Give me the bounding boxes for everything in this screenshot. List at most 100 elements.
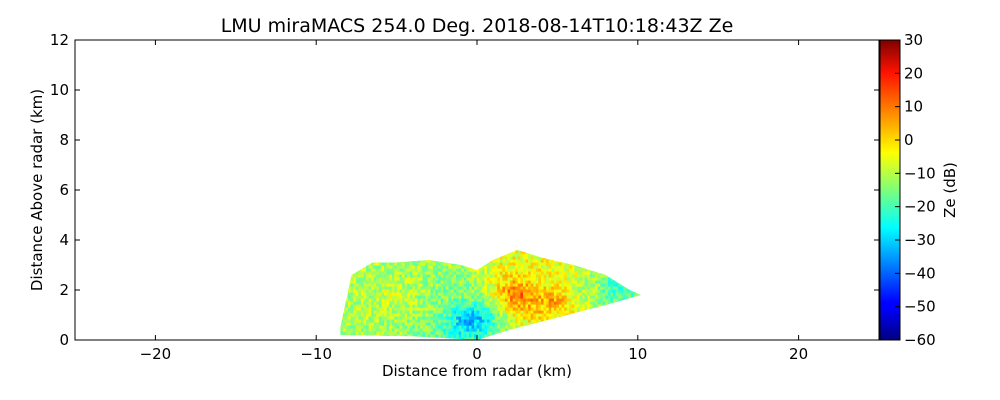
ze-cell xyxy=(512,268,516,272)
ze-cell xyxy=(556,310,560,314)
ze-cell xyxy=(497,304,501,308)
ze-cell xyxy=(538,286,542,290)
ze-cell xyxy=(499,307,503,311)
ze-cell xyxy=(389,286,393,290)
ze-cell xyxy=(345,310,349,314)
ze-cell xyxy=(571,274,576,278)
ze-cell xyxy=(451,334,455,338)
ze-cell xyxy=(389,289,393,293)
ze-cell xyxy=(438,325,442,329)
ze-cell xyxy=(584,286,588,290)
ze-cell xyxy=(412,322,416,326)
ze-cell xyxy=(476,337,480,340)
ze-cell xyxy=(517,313,521,317)
ze-cell xyxy=(512,301,516,305)
ze-cell xyxy=(458,280,462,284)
ze-cell xyxy=(525,271,529,275)
ze-cell xyxy=(551,316,555,320)
ze-cell xyxy=(412,283,416,287)
ze-cell xyxy=(363,283,367,287)
ze-cell xyxy=(443,286,447,290)
ze-cell xyxy=(384,313,388,317)
ze-cell xyxy=(345,298,349,302)
ze-cell xyxy=(381,295,385,299)
ze-cell xyxy=(456,289,460,293)
ze-cell xyxy=(461,286,465,290)
ze-cell xyxy=(399,289,403,293)
ze-cell xyxy=(451,295,455,299)
ze-cell xyxy=(417,295,421,299)
ze-cell xyxy=(345,307,349,311)
ze-cell xyxy=(445,292,449,296)
ze-cell xyxy=(443,271,447,275)
ze-cell xyxy=(358,313,362,317)
ze-cell xyxy=(409,319,413,323)
ze-cell xyxy=(345,325,349,329)
ze-cell xyxy=(525,316,529,320)
ze-cell xyxy=(463,334,467,338)
ze-cell xyxy=(384,292,388,296)
ze-cell xyxy=(479,268,483,272)
ze-cell xyxy=(610,286,614,290)
ze-cell xyxy=(481,331,485,335)
ze-cell xyxy=(394,289,398,293)
ze-cell xyxy=(409,274,413,278)
ze-cell xyxy=(376,307,380,311)
ze-cell xyxy=(494,262,498,266)
ze-cell xyxy=(605,280,609,284)
ze-cell xyxy=(484,298,488,302)
ze-cell xyxy=(517,298,521,302)
ze-cell xyxy=(368,274,372,278)
ze-cell xyxy=(373,322,377,326)
ze-cell xyxy=(525,268,529,272)
ze-cell xyxy=(523,295,527,299)
ze-cell xyxy=(528,295,532,299)
ze-cell xyxy=(571,304,576,308)
ze-cell xyxy=(384,268,388,272)
ze-cell xyxy=(584,268,588,272)
ze-cell xyxy=(378,271,383,275)
ze-cell xyxy=(456,286,460,290)
ze-cell xyxy=(479,286,483,290)
ze-cell xyxy=(430,313,434,317)
ze-cell xyxy=(481,292,485,296)
ze-cell xyxy=(474,322,478,326)
ze-cell xyxy=(597,298,601,302)
ze-cell xyxy=(574,301,578,305)
ze-cell xyxy=(363,298,367,302)
ze-cell xyxy=(417,334,421,338)
ze-cell xyxy=(523,277,527,281)
ze-cell xyxy=(355,292,359,296)
ze-cell xyxy=(427,265,431,269)
ze-cell xyxy=(510,322,514,326)
ze-cell xyxy=(463,295,467,299)
ze-cell xyxy=(435,310,439,314)
ze-cell xyxy=(535,295,540,299)
ze-cell xyxy=(546,259,550,263)
ze-cell xyxy=(417,325,421,329)
ze-cell xyxy=(535,298,540,302)
ze-cell xyxy=(438,286,442,290)
ze-cell xyxy=(569,307,573,311)
ze-cell xyxy=(417,289,421,293)
ze-cell xyxy=(520,274,524,278)
ze-cell xyxy=(435,301,439,305)
ze-cell xyxy=(435,265,439,269)
ze-cell xyxy=(589,295,594,299)
ze-cell xyxy=(366,283,370,287)
ze-cell xyxy=(520,322,524,326)
ze-cell xyxy=(461,331,465,335)
ze-cell xyxy=(432,262,437,266)
ze-cell xyxy=(577,289,581,293)
ze-cell xyxy=(577,283,581,287)
ze-cell xyxy=(494,283,498,287)
ze-cell xyxy=(430,265,434,269)
ze-cell xyxy=(435,268,439,272)
ze-cell xyxy=(384,328,388,332)
ze-cell xyxy=(399,301,403,305)
ze-cell xyxy=(355,289,359,293)
ze-cell xyxy=(451,325,455,329)
ze-cell xyxy=(584,283,588,287)
ze-cell xyxy=(546,304,550,308)
ze-cell xyxy=(432,307,437,311)
